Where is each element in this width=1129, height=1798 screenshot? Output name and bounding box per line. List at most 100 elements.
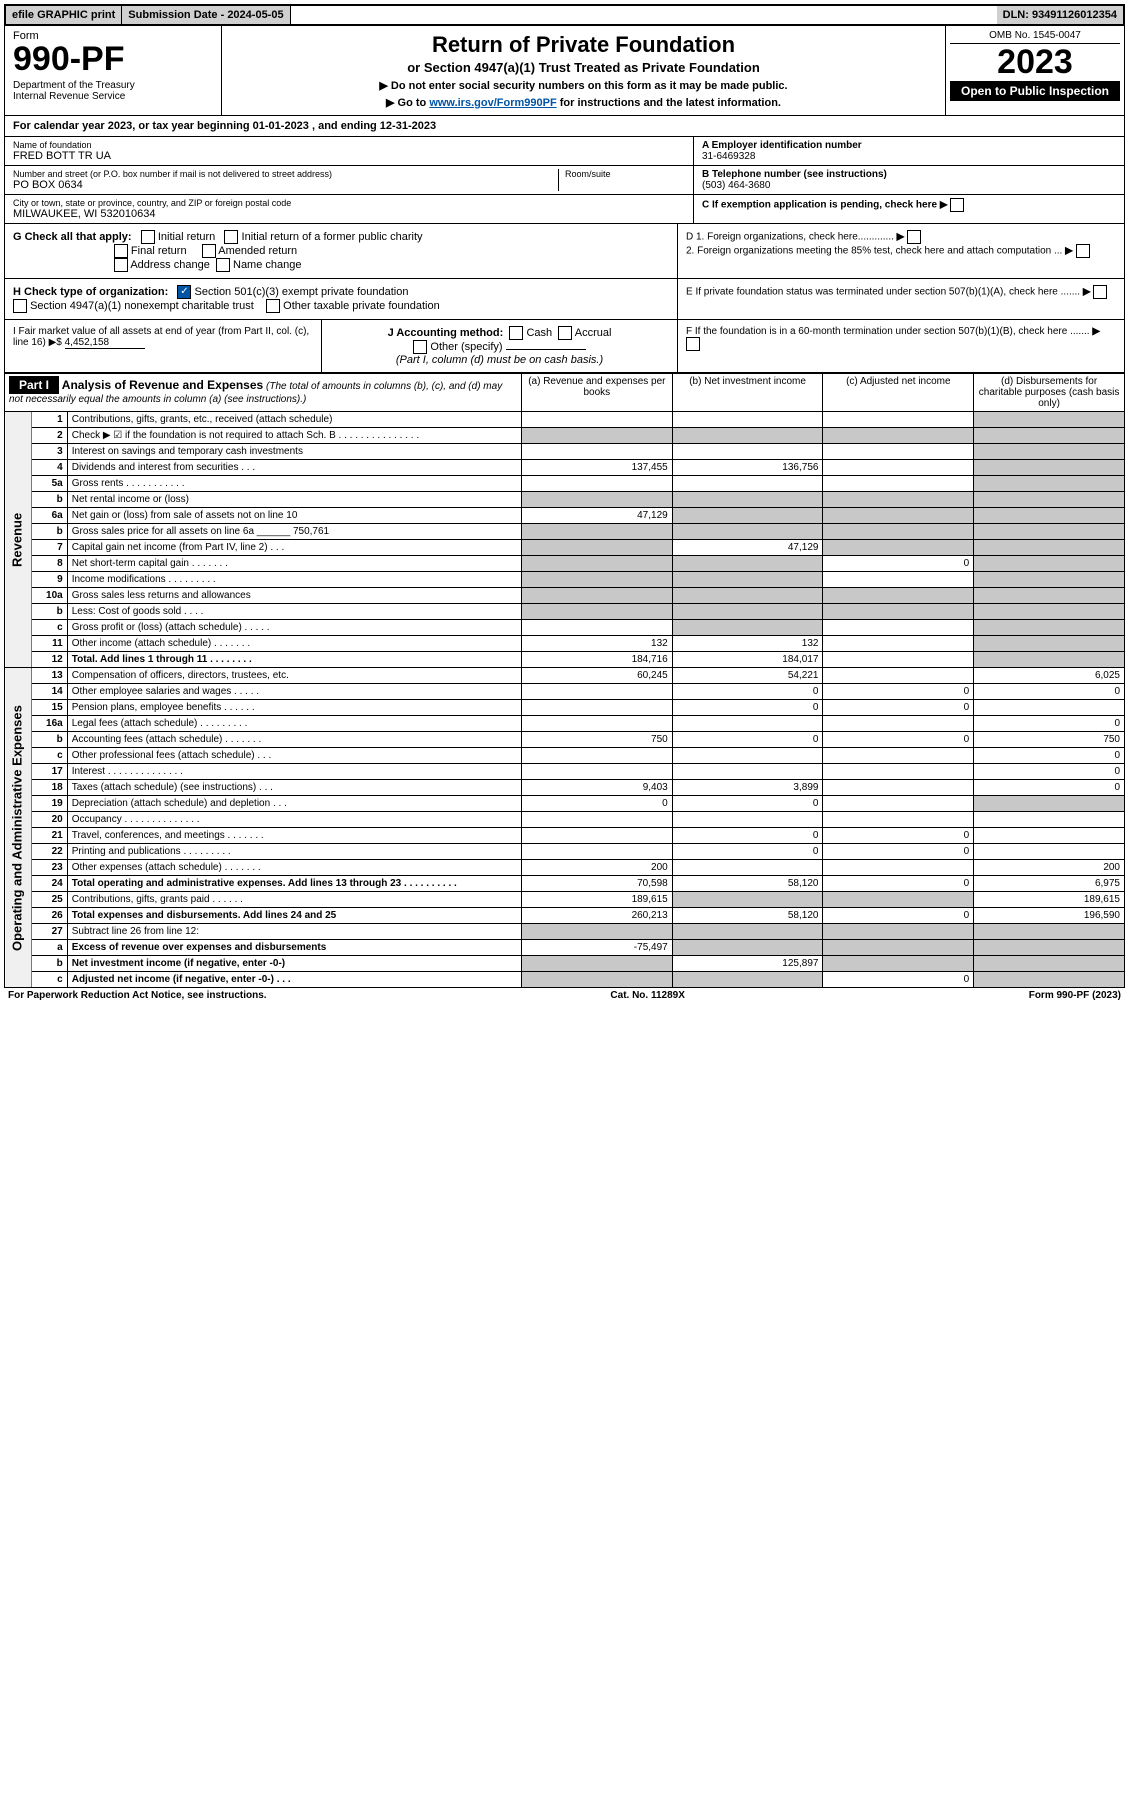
amt-c <box>823 620 974 636</box>
footer-mid: Cat. No. 11289X <box>610 990 684 1001</box>
table-row: cOther professional fees (attach schedul… <box>5 748 1125 764</box>
e-checkbox[interactable] <box>1093 285 1107 299</box>
g-initial-former-checkbox[interactable] <box>224 230 238 244</box>
j-cash-checkbox[interactable] <box>509 326 523 340</box>
table-row: 22Printing and publications . . . . . . … <box>5 844 1125 860</box>
line-desc: Dividends and interest from securities .… <box>67 460 521 476</box>
amt-c: 0 <box>823 844 974 860</box>
line-desc: Gross sales price for all assets on line… <box>67 524 521 540</box>
g-amended-checkbox[interactable] <box>202 244 216 258</box>
line-number: c <box>32 620 67 636</box>
part-i-header-cell: Part I Analysis of Revenue and Expenses … <box>5 374 522 412</box>
col-b-header: (b) Net investment income <box>672 374 823 412</box>
amt-d <box>974 828 1125 844</box>
h-4947-checkbox[interactable] <box>13 299 27 313</box>
line-number: c <box>32 972 67 988</box>
table-row: 12Total. Add lines 1 through 11 . . . . … <box>5 652 1125 668</box>
amt-b: 0 <box>672 684 823 700</box>
d1-checkbox[interactable] <box>907 230 921 244</box>
amt-a: 60,245 <box>521 668 672 684</box>
table-row: Revenue1Contributions, gifts, grants, et… <box>5 412 1125 428</box>
arrow-icon: ▶ <box>1092 326 1100 337</box>
amt-b: 184,017 <box>672 652 823 668</box>
line-number: 4 <box>32 460 67 476</box>
line-number: 23 <box>32 860 67 876</box>
line-desc: Taxes (attach schedule) (see instruction… <box>67 780 521 796</box>
j-accrual-checkbox[interactable] <box>558 326 572 340</box>
h-section: H Check type of organization: Section 50… <box>5 279 677 319</box>
amt-d <box>974 428 1125 444</box>
g-final-checkbox[interactable] <box>114 244 128 258</box>
a-cell: A Employer identification number 31-6469… <box>694 137 1124 166</box>
amt-c <box>823 604 974 620</box>
d1-label: D 1. Foreign organizations, check here..… <box>686 232 894 243</box>
amt-b <box>672 940 823 956</box>
d2-checkbox[interactable] <box>1076 244 1090 258</box>
h-501c3-checkbox[interactable] <box>177 285 191 299</box>
table-row: bGross sales price for all assets on lin… <box>5 524 1125 540</box>
amt-c <box>823 940 974 956</box>
line-desc: Compensation of officers, directors, tru… <box>67 668 521 684</box>
footer-right: Form 990-PF (2023) <box>1029 990 1121 1001</box>
expenses-side-label: Operating and Administrative Expenses <box>5 668 32 988</box>
amt-c: 0 <box>823 732 974 748</box>
g-address-checkbox[interactable] <box>114 258 128 272</box>
line-desc: Income modifications . . . . . . . . . <box>67 572 521 588</box>
line-number: 8 <box>32 556 67 572</box>
line-number: 10a <box>32 588 67 604</box>
amt-a: 70,598 <box>521 876 672 892</box>
line-number: 7 <box>32 540 67 556</box>
line-desc: Net rental income or (loss) <box>67 492 521 508</box>
line-number: b <box>32 524 67 540</box>
table-row: 4Dividends and interest from securities … <box>5 460 1125 476</box>
amt-d: 0 <box>974 780 1125 796</box>
amt-c <box>823 780 974 796</box>
amt-c <box>823 492 974 508</box>
calendar-year-line: For calendar year 2023, or tax year begi… <box>4 116 1125 137</box>
g-opt-final: Final return <box>131 245 187 257</box>
g-initial-checkbox[interactable] <box>141 230 155 244</box>
c-checkbox[interactable] <box>950 198 964 212</box>
amt-c: 0 <box>823 908 974 924</box>
amt-a <box>521 716 672 732</box>
line-desc: Travel, conferences, and meetings . . . … <box>67 828 521 844</box>
table-row: 20Occupancy . . . . . . . . . . . . . . <box>5 812 1125 828</box>
amt-c <box>823 460 974 476</box>
line-number: 9 <box>32 572 67 588</box>
table-row: bAccounting fees (attach schedule) . . .… <box>5 732 1125 748</box>
table-row: 17Interest . . . . . . . . . . . . . .0 <box>5 764 1125 780</box>
h-opt3: Other taxable private foundation <box>283 300 440 312</box>
amt-d <box>974 556 1125 572</box>
amt-d <box>974 844 1125 860</box>
ein: 31-6469328 <box>702 151 1116 162</box>
g-label: G Check all that apply: <box>13 231 132 243</box>
line-number: 19 <box>32 796 67 812</box>
amt-c <box>823 860 974 876</box>
h-other-checkbox[interactable] <box>266 299 280 313</box>
g-opt-name: Name change <box>233 259 302 271</box>
line-number: a <box>32 940 67 956</box>
amt-a <box>521 924 672 940</box>
header-left: Form 990-PF Department of the Treasury I… <box>5 26 222 115</box>
amt-c <box>823 892 974 908</box>
g-section: G Check all that apply: Initial return I… <box>5 224 677 278</box>
amt-b <box>672 524 823 540</box>
amt-d <box>974 604 1125 620</box>
part-i-table: Part I Analysis of Revenue and Expenses … <box>4 373 1125 988</box>
line-desc: Net gain or (loss) from sale of assets n… <box>67 508 521 524</box>
form-link[interactable]: www.irs.gov/Form990PF <box>429 97 556 109</box>
arrow-icon: ▶ <box>940 200 948 211</box>
amt-d <box>974 700 1125 716</box>
tax-year: 2023 <box>950 44 1120 81</box>
line-number: 17 <box>32 764 67 780</box>
amt-b: 3,899 <box>672 780 823 796</box>
arrow-icon: ▶ <box>897 232 905 243</box>
f-checkbox[interactable] <box>686 337 700 351</box>
phone: (503) 464-3680 <box>702 180 1116 191</box>
g-name-checkbox[interactable] <box>216 258 230 272</box>
amt-b <box>672 508 823 524</box>
j-other-checkbox[interactable] <box>413 340 427 354</box>
line-desc: Total operating and administrative expen… <box>67 876 521 892</box>
amt-a <box>521 588 672 604</box>
table-row: 16aLegal fees (attach schedule) . . . . … <box>5 716 1125 732</box>
